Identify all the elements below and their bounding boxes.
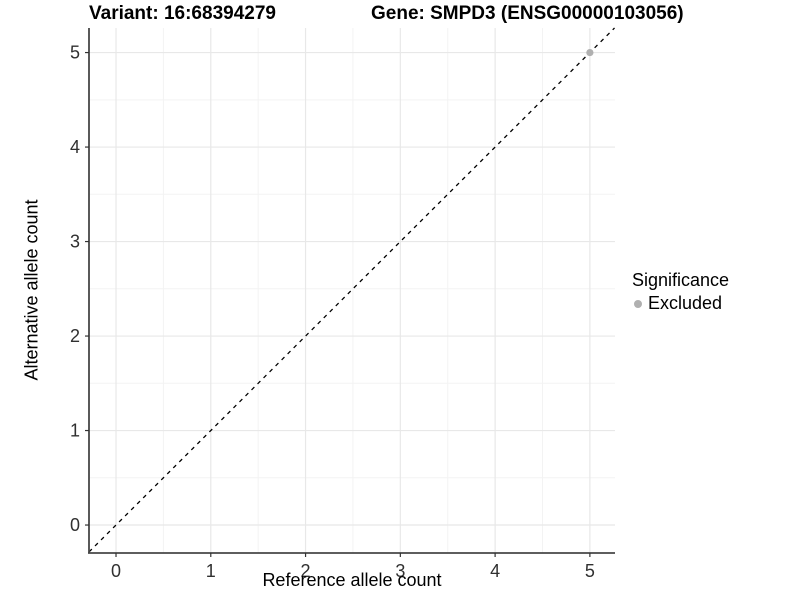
x-axis-title: Reference allele count xyxy=(262,570,442,590)
y-tick-label: 5 xyxy=(70,43,80,63)
variant-title: Variant: 16:68394279 xyxy=(89,3,276,24)
y-tick-label: 3 xyxy=(70,232,80,252)
x-tick-label: 4 xyxy=(490,561,500,581)
y-tick-label: 1 xyxy=(70,421,80,441)
excluded-point-icon xyxy=(634,299,642,308)
legend: Significance Excluded xyxy=(632,270,729,314)
legend-item-label: Excluded xyxy=(648,293,723,313)
x-tick-label: 0 xyxy=(111,561,121,581)
x-tick-label: 5 xyxy=(585,561,595,581)
x-tick-label: 3 xyxy=(395,561,405,581)
legend-title: Significance xyxy=(632,270,730,290)
legend-item-excluded: Excluded xyxy=(632,293,729,314)
y-axis-title: Alternative allele count xyxy=(21,199,42,381)
gene-title: Gene: SMPD3 (ENSG00000103056) xyxy=(371,3,684,24)
data-point xyxy=(586,48,594,57)
x-tick-label: 1 xyxy=(206,561,216,581)
y-tick-label: 4 xyxy=(70,137,80,157)
x-tick-label: 2 xyxy=(301,561,311,581)
panel-background xyxy=(89,28,615,553)
y-tick-label: 0 xyxy=(70,515,80,535)
y-tick-label: 2 xyxy=(70,326,80,346)
